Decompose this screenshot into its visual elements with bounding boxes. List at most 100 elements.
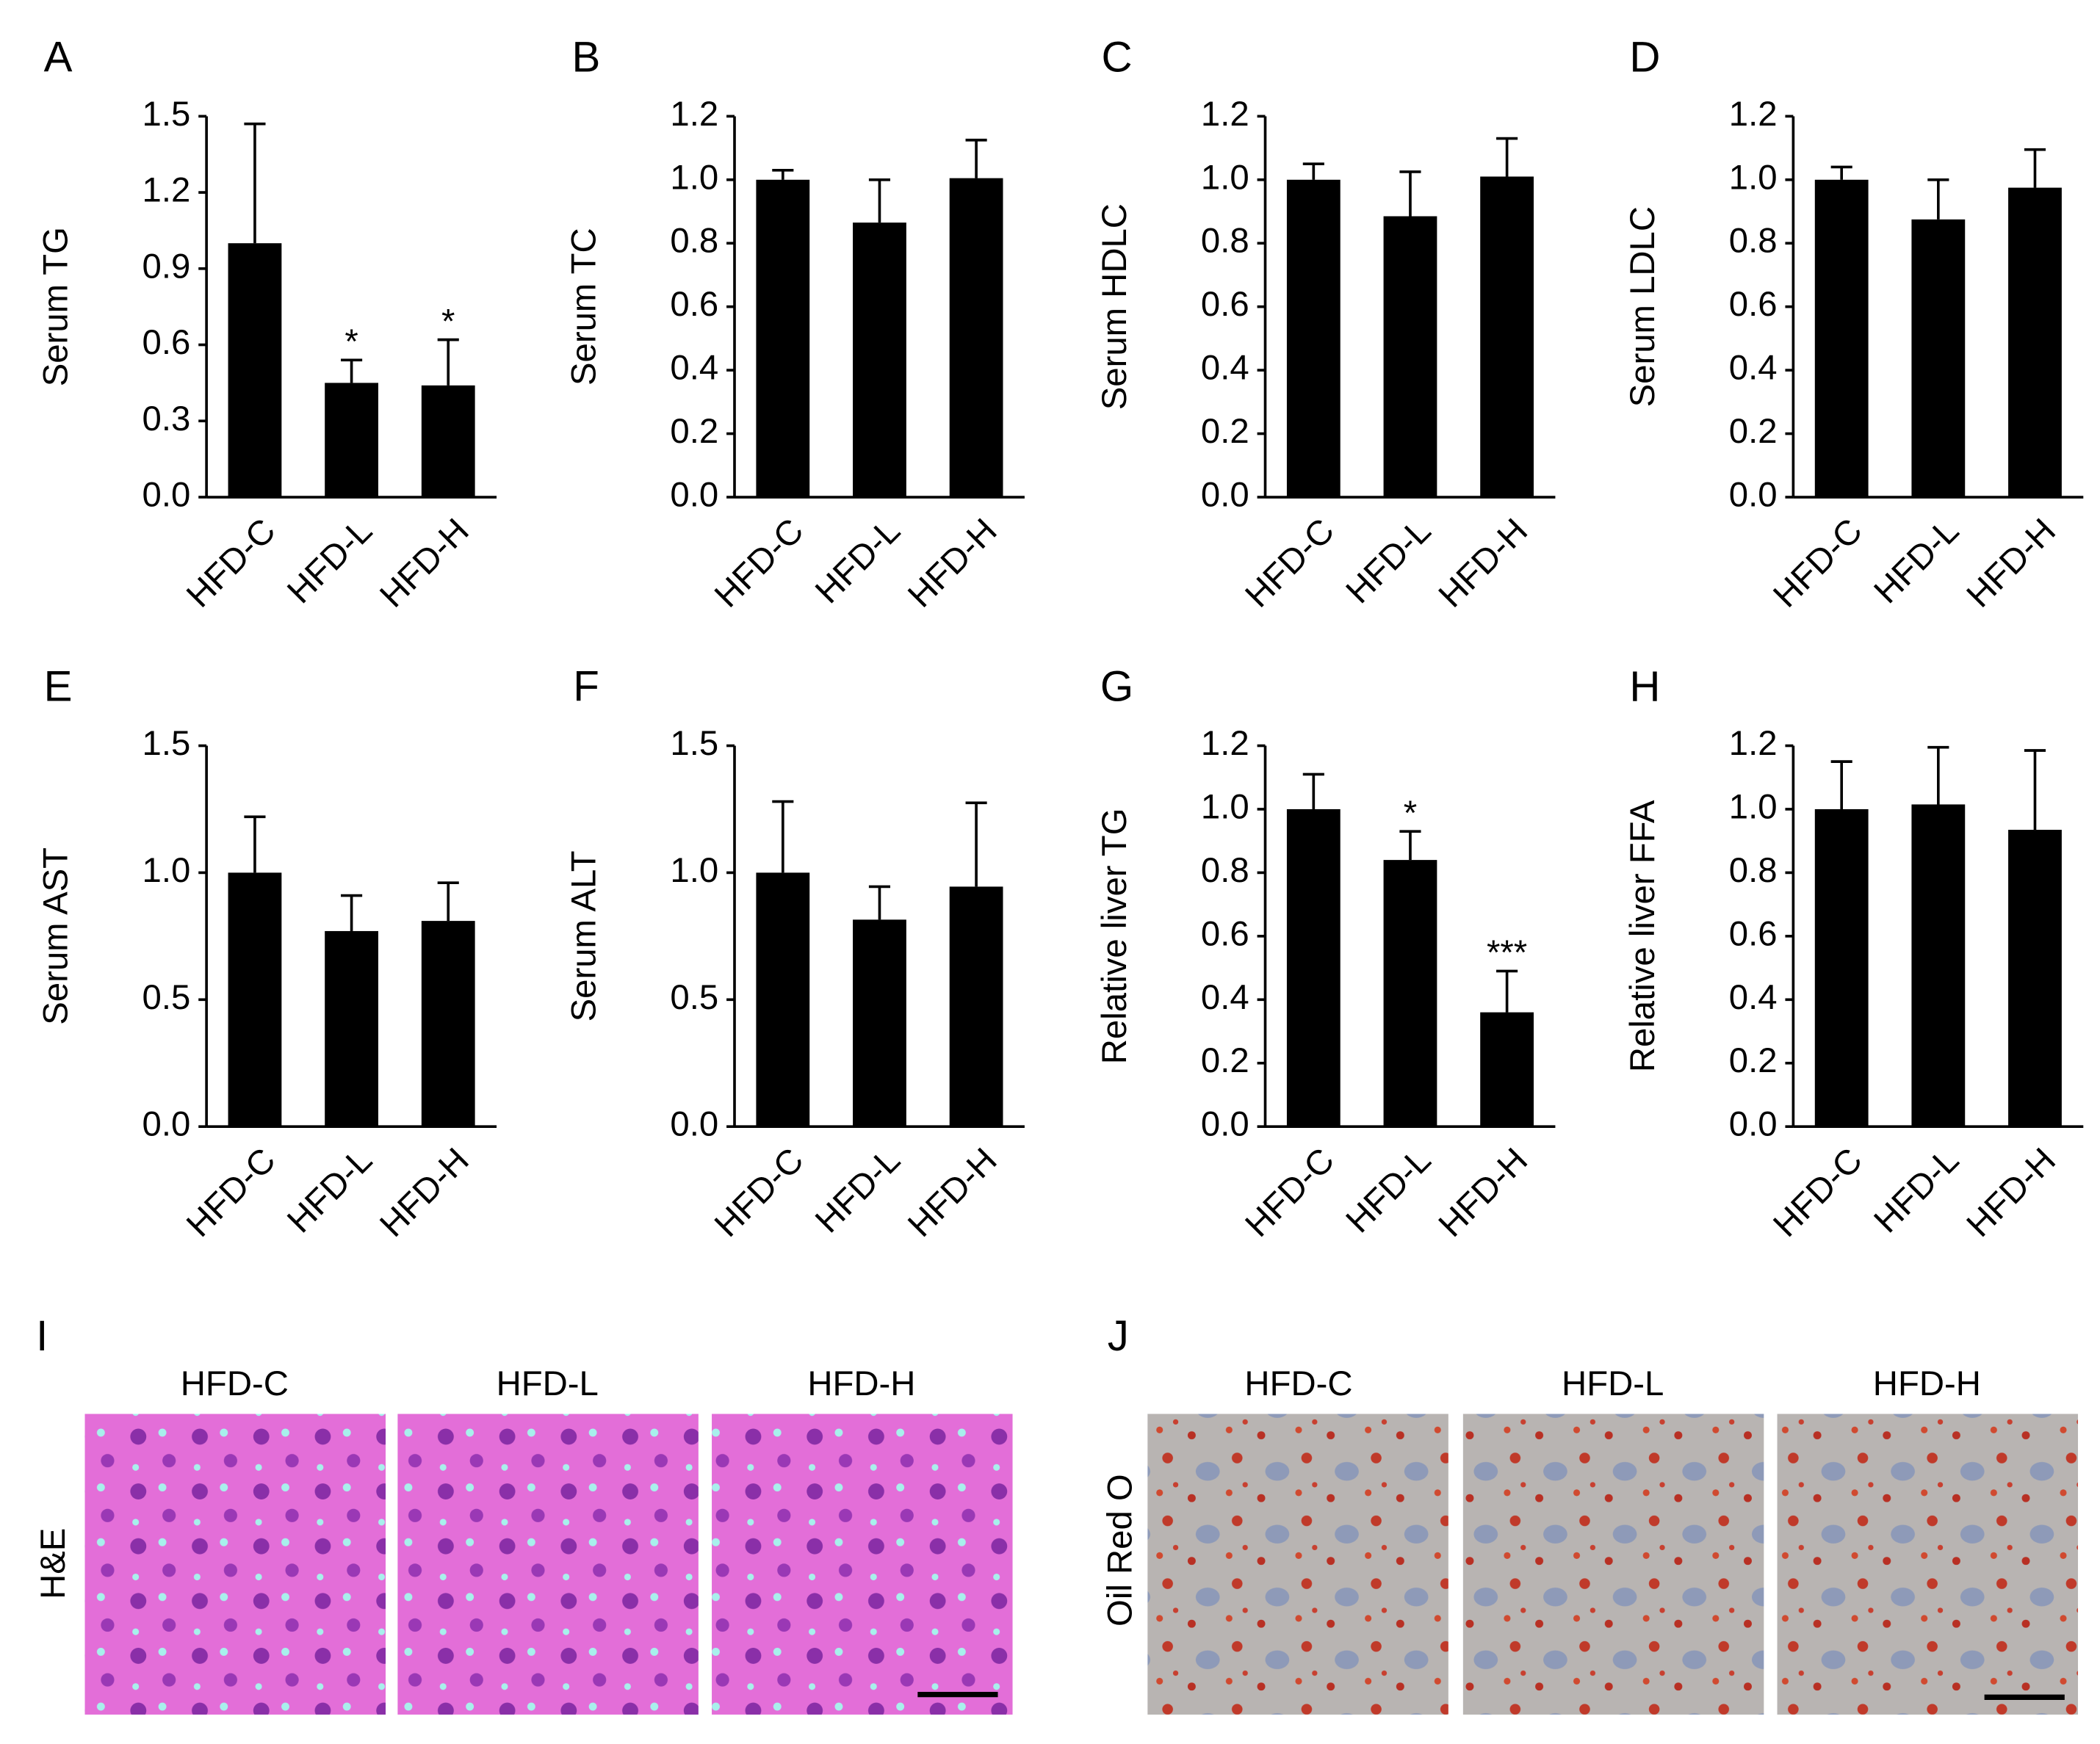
error-bar	[1927, 745, 1949, 805]
error-bar	[1496, 969, 1518, 1013]
y-tick-label: 0.5	[142, 978, 191, 1017]
y-tick-label: 1.0	[142, 851, 191, 890]
bar	[228, 243, 282, 498]
bar	[421, 385, 475, 498]
y-tick-label: 0.6	[1729, 914, 1778, 953]
bar	[756, 872, 810, 1127]
y-tick-label: 0.4	[1729, 349, 1778, 388]
y-axis-label: Serum LDLC	[1623, 206, 1662, 407]
y-tick-label: 0.9	[142, 247, 191, 286]
y-tick-label: 0.2	[670, 412, 718, 451]
error-bar	[772, 168, 794, 180]
column-label: HFD-L	[497, 1364, 599, 1403]
column-label: HFD-C	[181, 1364, 289, 1403]
x-tick-label: HFD-C	[1238, 1140, 1342, 1245]
y-tick-label: 1.2	[142, 171, 191, 210]
x-tick-label: HFD-C	[1766, 511, 1870, 615]
bar	[228, 872, 282, 1127]
x-tick-label: HFD-C	[179, 1140, 284, 1245]
x-tick-label: HFD-L	[280, 1140, 380, 1240]
image-panel-i: I H&E HFD-C HFD-L HFD-H	[34, 1312, 1013, 1715]
y-axis-label: Serum AST	[37, 847, 76, 1025]
chart: G Relative liver TG 0.0 0.2 0.4 0.6 0.8 1.0 1.2 H…	[1095, 662, 1556, 1245]
x-tick-label: HFD-H	[372, 1140, 477, 1245]
error-bar	[1496, 137, 1518, 177]
bar	[2008, 187, 2062, 498]
column-label: HFD-C	[1244, 1364, 1352, 1403]
error-bar	[965, 801, 987, 887]
y-tick-label: 0.0	[142, 476, 191, 515]
micrograph	[712, 1414, 1013, 1715]
x-tick-label: HFD-C	[1766, 1140, 1870, 1245]
y-tick-label: 0.6	[670, 285, 718, 324]
x-tick-label: HFD-L	[1338, 511, 1438, 611]
bar	[1383, 860, 1437, 1127]
y-tick-label: 0.5	[670, 978, 718, 1017]
x-tick-label: HFD-H	[372, 511, 477, 615]
y-tick-label: 0.8	[1729, 851, 1778, 890]
y-tick-label: 1.5	[142, 95, 191, 134]
micrograph	[1147, 1414, 1448, 1715]
x-tick-label: HFD-H	[1432, 1140, 1536, 1245]
panel-label: J	[1108, 1312, 1129, 1360]
y-axis-label: Relative liver TG	[1095, 808, 1134, 1065]
y-tick-label: 0.2	[1729, 412, 1778, 451]
panel-label: C	[1101, 33, 1132, 81]
error-bar	[1927, 178, 1949, 220]
x-tick-label: HFD-L	[1866, 1140, 1966, 1240]
row-label: Oil Red O	[1100, 1474, 1139, 1627]
significance-label: *	[344, 322, 358, 361]
error-bar	[1399, 830, 1421, 861]
micrograph	[1462, 1414, 1764, 1715]
y-tick-label: 0.0	[1729, 1105, 1778, 1144]
y-tick-label: 1.2	[670, 95, 718, 134]
y-tick-label: 0.8	[670, 222, 718, 261]
y-tick-label: 1.2	[1201, 724, 1249, 763]
error-bar	[772, 800, 794, 873]
y-tick-label: 1.0	[1729, 787, 1778, 826]
x-tick-label: HFD-C	[707, 511, 812, 615]
y-tick-label: 0.6	[142, 323, 191, 362]
bar	[949, 886, 1003, 1127]
chart: A Serum TG 0.0 0.3 0.6 0.9 1.2 1.5 HFD-C * HFD-L * H…	[37, 33, 497, 615]
panel-label: A	[44, 33, 73, 81]
error-bar	[437, 881, 459, 922]
error-bar	[437, 338, 459, 386]
y-tick-label: 1.0	[670, 851, 718, 890]
error-bar	[2024, 749, 2046, 831]
micrograph	[397, 1414, 699, 1715]
error-bar	[1830, 165, 1852, 180]
x-tick-label: HFD-H	[1959, 1140, 2063, 1245]
x-tick-label: HFD-L	[1866, 511, 1966, 611]
image-panel-j: J Oil Red O HFD-C HFD-L HFD-H	[1100, 1312, 2079, 1715]
panel-label: D	[1629, 33, 1660, 81]
error-bar	[965, 138, 987, 178]
y-tick-label: 1.2	[1729, 724, 1778, 763]
x-tick-label: HFD-H	[901, 1140, 1005, 1245]
error-bar	[341, 358, 363, 383]
panel-label: B	[572, 33, 601, 81]
y-tick-label: 1.2	[1729, 95, 1778, 134]
y-tick-label: 1.2	[1201, 95, 1249, 134]
bar	[1480, 176, 1534, 498]
y-tick-label: 1.5	[670, 724, 718, 763]
x-tick-label: HFD-L	[808, 1140, 908, 1240]
y-tick-label: 0.4	[1201, 349, 1249, 388]
panel-label: I	[36, 1312, 48, 1360]
x-tick-label: HFD-H	[901, 511, 1005, 615]
bar	[949, 178, 1003, 498]
error-bar	[1302, 162, 1324, 180]
error-bar	[1830, 760, 1852, 809]
chart: B Serum TC 0.0 0.2 0.4 0.6 0.8 1.0 1.2 HFD-CHFD-L…	[564, 33, 1025, 615]
x-tick-label: HFD-C	[1238, 511, 1342, 615]
y-axis-label: Serum ALT	[564, 850, 603, 1021]
micrograph	[84, 1414, 386, 1715]
x-tick-label: HFD-L	[280, 511, 380, 611]
y-tick-label: 0.0	[670, 476, 718, 515]
bar	[325, 930, 378, 1127]
y-axis-label: Serum TC	[564, 228, 603, 386]
